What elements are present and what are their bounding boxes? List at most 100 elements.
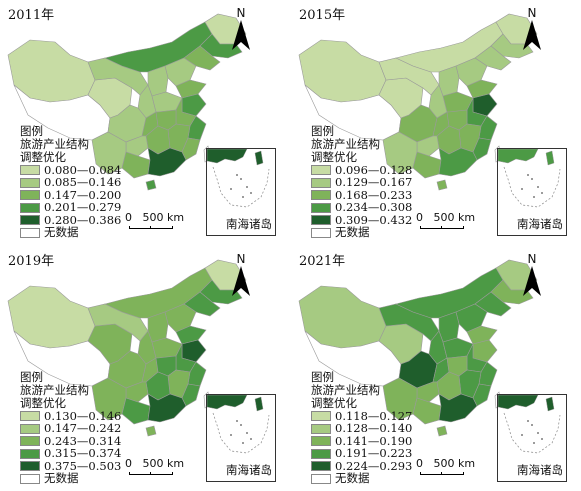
legend-item: 0.191—0.223 [311,446,413,461]
north-arrow: N [519,252,545,298]
year-label: 2021年 [299,254,346,269]
legend: 图例 旅游产业结构 调整优化 0.118—0.127 0.128—0.140 0… [311,371,412,485]
inset-mainland [207,395,248,410]
inset-label: 南海诸岛 [226,217,272,231]
legend-title-line: 图例 [20,124,43,138]
scale-bar-tick [441,226,442,229]
legend-item: 0.243—0.314 [20,433,122,448]
scale-bar: 0 500 km [416,457,476,475]
legend-item-no-data: 无数据 [20,472,121,486]
legend-swatch [20,190,40,201]
legend-item: 0.096—0.128 [311,162,413,177]
legend-title-line: 旅游产业结构 [20,137,89,151]
legend-swatch [20,165,40,176]
legend-class-label: 0.315—0.374 [44,446,122,461]
inset-dashed-line [212,412,270,454]
map-panel-2: 2015年 N 图例 旅游产业结构 调整优化 0.096—0.128 0.129… [291,0,581,245]
inset-dashed-line [503,166,561,208]
legend-class-label: 0.128—0.140 [335,421,413,436]
north-label: N [527,252,537,266]
legend-item: 0.141—0.190 [311,433,413,448]
legend-swatch-no-data [311,227,331,238]
legend-title-line: 调整优化 [311,150,357,164]
legend-class-label: 0.243—0.314 [44,433,122,448]
scale-bar-line [129,472,173,475]
region-hainan [436,425,448,437]
north-label: N [236,6,246,20]
legend-class-label: 0.096—0.128 [335,162,413,177]
region-jiangsu [181,339,207,363]
scale-label: 0 500 km [416,457,476,470]
legend: 图例 旅游产业结构 调整优化 0.130—0.146 0.147—0.242 0… [20,371,121,485]
inset-taiwan [545,150,555,166]
legend-class-label: 0.141—0.190 [335,433,413,448]
year-label: 2019年 [8,254,55,269]
inset-mainland [498,395,539,410]
legend-class-label: 0.191—0.223 [335,446,413,461]
legend-item: 0.128—0.140 [311,421,413,436]
legend-item: 0.201—0.279 [20,201,121,215]
legend-swatch [311,165,331,176]
legend: 图例 旅游产业结构 调整优化 0.080—0.084 0.085—0.146 0… [20,125,121,239]
legend-swatch [20,436,40,447]
inset-islands [230,420,252,444]
legend-title-line: 旅游产业结构 [20,383,89,397]
legend-class-label: 0.147—0.242 [44,421,122,436]
legend-item: 0.280—0.386 [20,212,122,227]
scale-bar-line [420,226,464,229]
legend-title-line: 旅游产业结构 [311,137,380,151]
legend-item: 0.080—0.084 [20,163,121,177]
legend-swatch [20,461,40,472]
region-shandong [466,325,498,345]
map-panel-1: 2011年 N 图例 旅游产业结构 调整优化 0.080—0.084 0.085… [0,0,290,245]
legend-item: 0.375—0.503 [20,458,122,473]
map-panel-3: 2019年 N 图例 旅游产业结构 调整优化 0.130—0.146 0.147… [0,246,290,491]
region-hainan [436,179,448,191]
scale-label: 0 500 km [125,211,185,224]
legend-swatch [20,411,40,422]
region-guangdong [438,147,478,177]
legend-item: 0.147—0.242 [20,421,122,436]
inset-taiwan [254,396,264,412]
legend-swatch [311,423,331,434]
legend-item: 0.224—0.293 [311,459,412,473]
inset-map [498,149,561,208]
inset-islands [521,420,543,444]
region-hainan [145,425,157,437]
inset-islands [521,174,543,198]
legend-swatch [311,202,331,213]
legend-swatch [311,448,331,459]
legend-title-line: 旅游产业结构 [311,383,380,397]
map-panel-4: 2021年 N 图例 旅游产业结构 调整优化 0.118—0.127 0.128… [291,246,581,491]
south-china-sea-inset: 南海诸岛 [497,148,567,236]
legend-item: 0.168—0.233 [311,188,412,202]
legend-swatch [311,436,331,447]
legend-swatch [311,461,331,472]
legend-item: 0.315—0.374 [20,446,122,461]
region-guangdong [147,393,187,423]
legend-class-label: 0.085—0.146 [44,175,122,190]
legend-class-label: 0.375—0.503 [44,458,122,473]
region-gansu [378,57,440,96]
region-jiangsu [472,93,498,117]
legend-title-line: 图例 [311,124,334,138]
legend-title-line: 调整优化 [311,396,357,410]
legend-swatch [20,202,40,213]
scale-bar: 0 500 km [416,211,475,229]
china-map [7,259,247,437]
region-gansu [378,303,440,342]
north-arrow-icon [523,20,541,50]
scale-bar-line [420,472,464,475]
legend-class-label: 0.280—0.386 [44,212,122,227]
region-shandong [466,79,498,99]
legend-item: 0.234—0.308 [311,201,412,215]
region-shandong [175,79,207,99]
north-label: N [527,6,537,20]
region-guangxi [412,151,442,179]
legend-swatch [20,423,40,434]
legend-item: 0.129—0.167 [311,176,412,190]
inset-mainland [498,149,539,164]
region-jiangsu [181,93,207,117]
legend-class-label: 0.130—0.146 [44,408,122,423]
legend-swatch [20,177,40,188]
